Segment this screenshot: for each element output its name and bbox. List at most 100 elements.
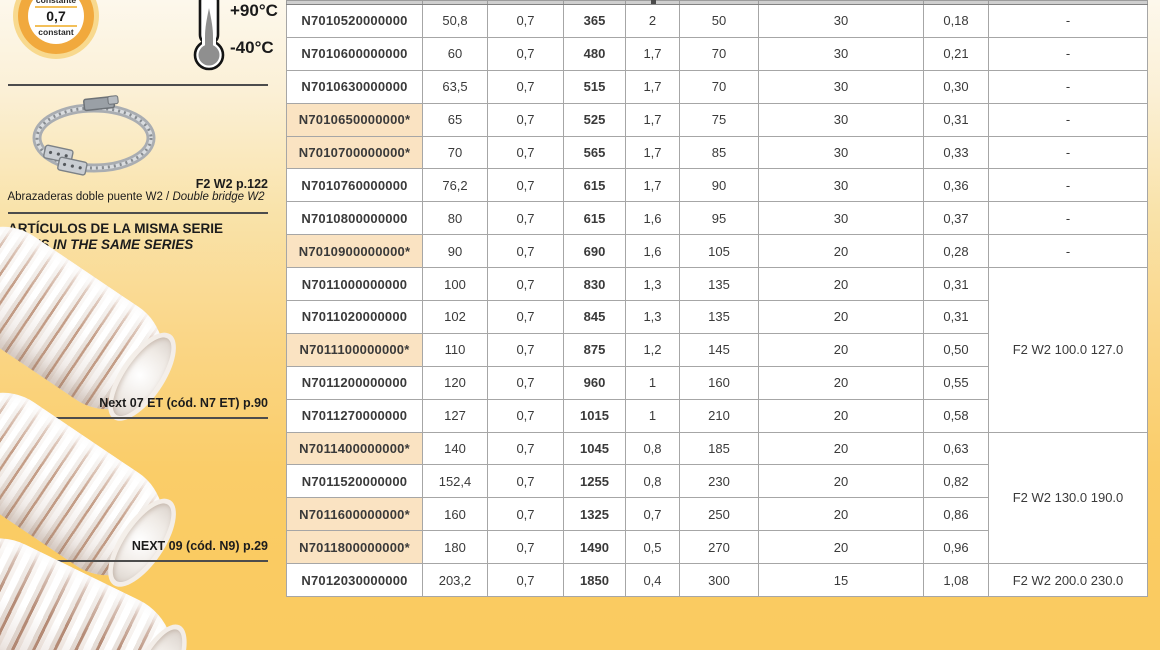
table-row: N7010520000000 50,8 0,7 365 2 50 30 0,18- [286, 4, 1148, 38]
value-cell: 185 [679, 431, 759, 466]
clamp-caption-es: Abrazaderas doble puente W2 / [7, 191, 170, 203]
thermometer-icon [193, 0, 225, 71]
value-cell: 0,8 [625, 431, 680, 466]
clamp-ref-cell: F2 W2 200.0 230.0 [988, 563, 1148, 598]
value-cell: 1,6 [625, 201, 680, 236]
product-code-cell: N7011800000000* [286, 530, 423, 565]
value-cell: 0,31 [923, 102, 989, 137]
value-cell: 20 [758, 530, 924, 565]
product-code-cell: N7010630000000 [286, 69, 423, 104]
value-cell: 0,28 [923, 234, 989, 269]
product-code-cell: N7011600000000* [286, 497, 423, 532]
table-row: N7010700000000* 70 0,7 565 1,7 85 30 0,33- [286, 135, 1148, 170]
value-cell: 76,2 [422, 168, 488, 203]
table-row: N7011800000000* 180 0,7 1490 0,5 270 20 0,96 [286, 530, 1148, 565]
clamp-ref-cell: - [988, 135, 1148, 170]
value-cell: 0,50 [923, 332, 989, 367]
clamp-ref-cell: - [988, 234, 1148, 269]
value-cell: 0,7 [487, 168, 564, 203]
value-cell: 135 [679, 300, 759, 334]
value-cell: 0,30 [923, 69, 989, 104]
table-row: N7011000000000 100 0,7 830 1,3 135 20 0,31 F2 W2… [286, 267, 1148, 433]
value-cell: 1,6 [625, 234, 680, 269]
value-cell: 0,36 [923, 168, 989, 203]
value-cell: 2 [625, 4, 680, 38]
product-code-cell: N7012030000000 [286, 563, 423, 598]
value-cell: 515 [563, 69, 626, 104]
value-cell: 75 [679, 102, 759, 137]
table-row: N7010630000000 63,5 0,7 515 1,7 70 30 0,30- [286, 69, 1148, 104]
value-cell: 203,2 [422, 563, 488, 598]
value-cell: 0,31 [923, 300, 989, 334]
value-cell: 152,4 [422, 464, 488, 499]
value-cell: 50 [679, 4, 759, 38]
value-cell: 90 [679, 168, 759, 203]
value-cell: 102 [422, 300, 488, 334]
product-table: N7010520000000 50,8 0,7 365 2 50 30 0,18- N70106… [286, 0, 1148, 598]
value-cell: 0,7 [487, 332, 564, 367]
product-code-cell: N7010700000000* [286, 135, 423, 170]
table-row: N7010900000000* 90 0,7 690 1,6 105 20 0,28- [286, 234, 1148, 269]
product-code-cell: N7011270000000 [286, 398, 423, 433]
table-row: N7011520000000 152,4 0,7 1255 0,8 230 20 0,82 [286, 464, 1148, 499]
value-cell: 127 [422, 398, 488, 433]
divider [8, 560, 268, 562]
product-code-cell: N7011400000000* [286, 431, 423, 466]
clamp-ref-cell: - [988, 4, 1148, 38]
badge-divider [35, 5, 77, 8]
value-cell: 30 [758, 168, 924, 203]
value-cell: 0,7 [487, 530, 564, 565]
value-cell: 0,7 [625, 497, 680, 532]
divider [8, 84, 268, 86]
value-cell: 0,7 [487, 102, 564, 137]
value-cell: 0,7 [487, 267, 564, 302]
product-code-cell: N7010900000000* [286, 234, 423, 269]
value-cell: 20 [758, 300, 924, 334]
value-cell: 1490 [563, 530, 626, 565]
value-cell: 1,08 [923, 563, 989, 598]
clamp-ref-cell: - [988, 201, 1148, 236]
value-cell: 0,7 [487, 398, 564, 433]
product-code-cell: N7011000000000 [286, 267, 423, 302]
value-cell: 20 [758, 332, 924, 367]
value-cell: 0,55 [923, 365, 989, 400]
value-cell: 70 [422, 135, 488, 170]
temperature-min: -40°C [230, 38, 274, 57]
same-series-heading: ARTÍCULOS DE LA MISMA SERIE ITEMS IN THE… [8, 221, 223, 252]
badge-label-en: constant [38, 26, 74, 37]
value-cell: 0,31 [923, 267, 989, 302]
header-text-fragment [651, 0, 656, 4]
value-cell: 1850 [563, 563, 626, 598]
table-row: N7010650000000* 65 0,7 525 1,7 75 30 0,31- [286, 102, 1148, 137]
product-table-wrap: N7010520000000 50,8 0,7 365 2 50 30 0,18- N70106… [286, 0, 1148, 598]
clamp-reference: F2 W2 p.122 [195, 177, 268, 191]
value-cell: 30 [758, 4, 924, 38]
value-cell: 565 [563, 135, 626, 170]
value-cell: 30 [758, 135, 924, 170]
value-cell: 0,21 [923, 36, 989, 71]
value-cell: 70 [679, 69, 759, 104]
value-cell: 140 [422, 431, 488, 466]
value-cell: 365 [563, 4, 626, 38]
value-cell: 0,4 [625, 563, 680, 598]
divider [8, 212, 268, 214]
value-cell: 0,82 [923, 464, 989, 499]
value-cell: 110 [422, 332, 488, 367]
value-cell: 95 [679, 201, 759, 236]
value-cell: 30 [758, 102, 924, 137]
value-cell: 30 [758, 69, 924, 104]
value-cell: 80 [422, 201, 488, 236]
value-cell: 0,58 [923, 398, 989, 433]
value-cell: 480 [563, 36, 626, 71]
value-cell: 20 [758, 234, 924, 269]
table-row: N7011400000000* 140 0,7 1045 0,8 185 20 0,63 F2 … [286, 431, 1148, 565]
clamp-ref-cell: F2 W2 130.0 190.0 [988, 431, 1148, 565]
constant-factor-badge: constante 0,7 constant [28, 0, 84, 44]
value-cell: 1045 [563, 431, 626, 466]
value-cell: 845 [563, 300, 626, 334]
value-cell: 70 [679, 36, 759, 71]
value-cell: 100 [422, 267, 488, 302]
product-code-cell: N7010800000000 [286, 201, 423, 236]
value-cell: 20 [758, 497, 924, 532]
value-cell: 20 [758, 398, 924, 433]
